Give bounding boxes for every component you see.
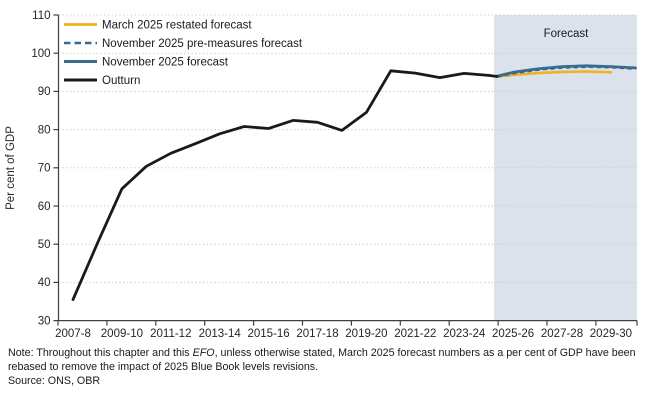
chart-footnote: Note: Throughout this chapter and this E… [8,346,646,389]
y-tick-label: 100 [31,48,50,60]
y-tick-label: 80 [38,124,51,136]
y-tick-label: 60 [38,201,51,213]
series-line-3 [71,69,499,302]
y-tick-label: 110 [32,10,50,22]
gridline-layer [58,14,637,283]
y-tick-label: 30 [38,315,51,327]
series-line-0 [495,70,613,78]
y-tick-label: 70 [38,163,51,175]
x-tick-label: 2021-22 [394,328,436,340]
x-tick-label: 2015-16 [247,328,289,340]
x-tick-label: 2027-28 [541,328,583,340]
legend-item: Outturn [64,75,140,87]
x-tick-label: 2017-18 [296,328,338,340]
chart-legend: March 2025 restated forecast November 202… [64,20,303,87]
note-text: Note: Throughout this chapter and this E… [8,347,636,374]
forecast-band-label: Forecast [544,28,590,40]
efo-italic: EFO [192,347,215,359]
x-tick-label: 2013-14 [199,328,242,340]
axis-layer: 30 40 50 60 70 80 90 100 110 2007-8 2009-10 2011-12… [31,10,638,340]
legend-item: November 2025 pre-measures forecast [64,38,303,50]
x-tick-label: 2007-8 [55,328,91,340]
source-text: Source: ONS, OBR [8,375,101,388]
x-tick-label: 2029-30 [590,328,632,340]
legend-label: March 2025 restated forecast [102,20,252,32]
debt-chart: 30 40 50 60 70 80 90 100 110 2007-8 2009-10 2011-12… [5,10,638,340]
x-tick-label: 2023-24 [443,328,486,340]
series-line-2 [495,64,637,78]
y-tick-label: 40 [38,277,51,289]
legend-item: November 2025 forecast [64,57,229,69]
x-tick-label: 2011-12 [150,328,191,340]
legend-label: November 2025 pre-measures forecast [102,38,303,50]
y-tick-label: 90 [38,86,51,98]
legend-item: March 2025 restated forecast [64,20,252,32]
x-tick-label: 2009-10 [101,328,143,340]
x-tick-label: 2019-20 [345,328,387,340]
legend-label: Outturn [102,75,140,87]
legend-label: November 2025 forecast [102,57,229,69]
y-tick-label: 50 [38,239,51,251]
y-axis-title: Per cent of GDP [5,126,17,210]
series-layer [71,64,637,302]
x-tick-label: 2025-26 [492,328,534,340]
